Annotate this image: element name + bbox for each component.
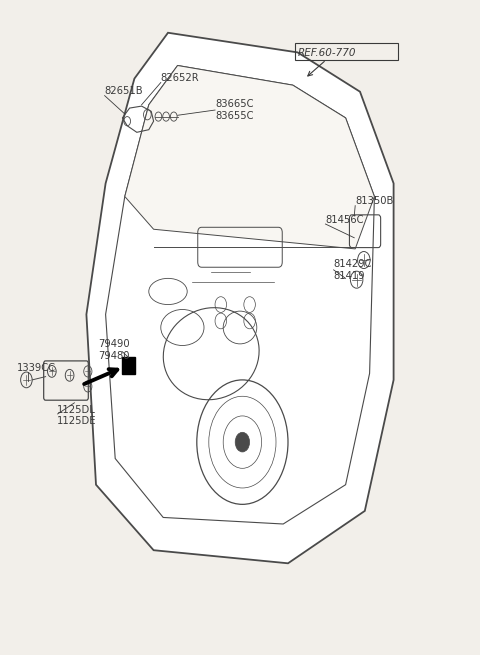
Text: 1125DE: 1125DE — [57, 417, 96, 426]
Polygon shape — [86, 33, 394, 563]
Text: 79490: 79490 — [98, 339, 130, 349]
Text: 1339CC: 1339CC — [17, 363, 56, 373]
Text: 81350B: 81350B — [355, 196, 394, 206]
Text: REF.60-770: REF.60-770 — [298, 48, 356, 58]
Text: 81456C: 81456C — [325, 215, 364, 225]
Polygon shape — [125, 66, 374, 249]
Text: 83665C: 83665C — [215, 100, 253, 109]
Text: 82652R: 82652R — [161, 73, 199, 83]
Text: 81429C: 81429C — [334, 259, 372, 269]
Text: 83655C: 83655C — [215, 111, 253, 121]
Text: 81419: 81419 — [334, 271, 365, 281]
Circle shape — [235, 432, 250, 452]
Bar — [122, 357, 135, 374]
Text: 79480: 79480 — [98, 351, 130, 361]
Text: 1125DL: 1125DL — [57, 405, 96, 415]
Text: 82651B: 82651B — [105, 86, 143, 96]
